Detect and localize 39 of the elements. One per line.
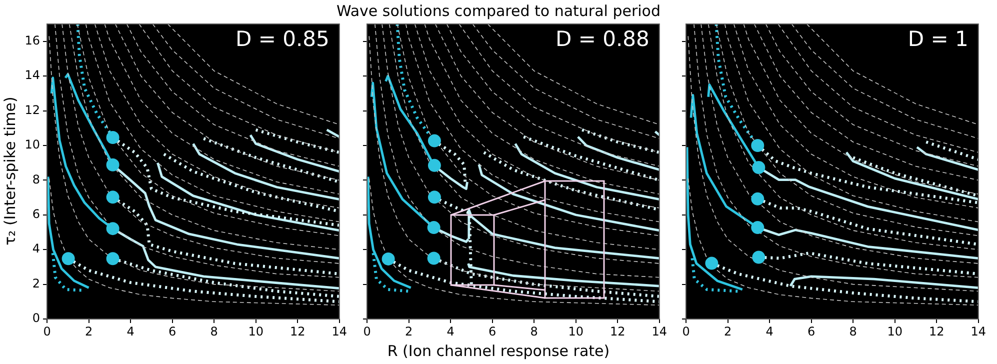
x-axis-title: R (Ion channel response rate) xyxy=(386,342,611,360)
x-tick-label: 2 xyxy=(404,324,413,338)
x-tick-label: 10 xyxy=(248,324,264,338)
y-tick-label: 6 xyxy=(32,207,40,222)
y-tick-label: 4 xyxy=(32,242,40,256)
y-tick-label: 10 xyxy=(24,138,40,152)
x-tick-label: 8 xyxy=(849,324,857,338)
x-tick-label: 12 xyxy=(610,324,626,338)
x-tick-label: 0 xyxy=(43,324,51,338)
x-tick-label: 6 xyxy=(168,324,176,338)
x-tick-label: 4 xyxy=(766,324,774,338)
x-tick-label: 14 xyxy=(970,324,986,338)
annotation: D = 1 xyxy=(908,26,968,51)
annotation: D = 0.85 xyxy=(235,26,330,51)
y-tick-label: 12 xyxy=(24,102,40,117)
x-tick-label: 8 xyxy=(210,324,218,338)
x-tick-label: 12 xyxy=(928,324,944,338)
x-tick-label: 14 xyxy=(332,324,348,338)
x-tick-label: 0 xyxy=(682,324,690,338)
chart-title: Wave solutions compared to natural period xyxy=(335,2,662,20)
x-tick-label: 4 xyxy=(126,324,134,338)
y-tick-label: 0 xyxy=(32,311,40,326)
x-tick-label: 4 xyxy=(446,324,454,338)
x-tick-label: 14 xyxy=(652,324,668,338)
x-tick-label: 0 xyxy=(363,324,371,338)
y-tick-label: 14 xyxy=(24,68,40,82)
y-tick-label: 8 xyxy=(32,172,40,186)
x-tick-label: 6 xyxy=(807,324,816,338)
x-tick-label: 2 xyxy=(724,324,732,338)
x-tick-label: 10 xyxy=(568,324,584,338)
x-tick-label: 10 xyxy=(887,324,902,338)
annotation: D = 0.88 xyxy=(555,26,650,51)
x-tick-label: 8 xyxy=(530,324,538,338)
x-tick-label: 12 xyxy=(290,324,306,338)
y-tick-label: 16 xyxy=(24,33,40,48)
x-tick-label: 6 xyxy=(488,324,496,338)
y-tick-label: 2 xyxy=(32,276,40,290)
y-axis-title: τ₂ (Inter-spike time) xyxy=(1,96,19,248)
x-tick-label: 2 xyxy=(84,324,93,338)
